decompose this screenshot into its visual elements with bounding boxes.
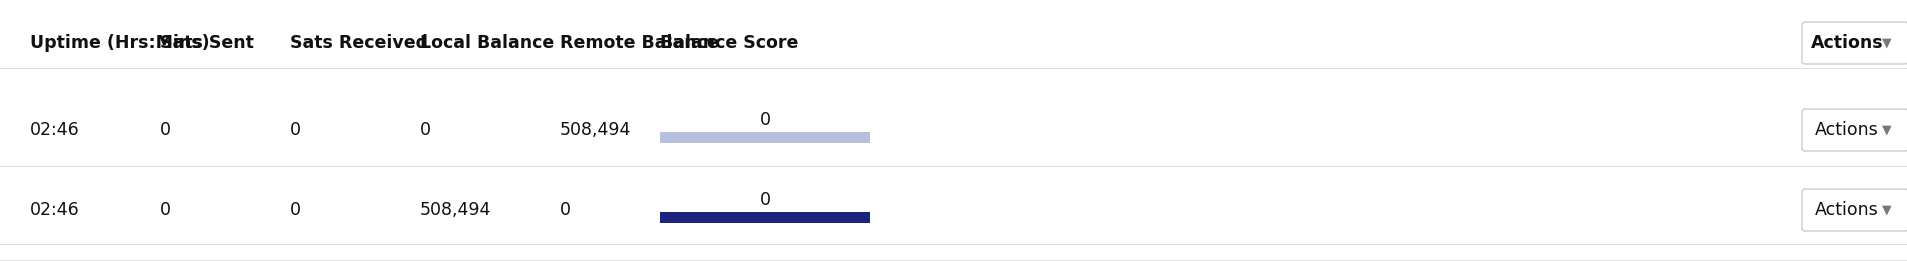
FancyBboxPatch shape <box>1800 22 1907 64</box>
Text: 0: 0 <box>420 121 431 139</box>
Text: 508,494: 508,494 <box>420 201 492 219</box>
Text: Actions: Actions <box>1810 34 1882 52</box>
Text: Balance Score: Balance Score <box>660 34 797 52</box>
Text: Local Balance: Local Balance <box>420 34 553 52</box>
Text: 0: 0 <box>160 121 172 139</box>
Text: 508,494: 508,494 <box>561 121 631 139</box>
Text: 0: 0 <box>759 191 770 209</box>
Text: ▼: ▼ <box>1880 37 1892 50</box>
FancyBboxPatch shape <box>1800 189 1907 231</box>
Text: 0: 0 <box>290 201 301 219</box>
Text: ▼: ▼ <box>1880 123 1892 137</box>
Text: 02:46: 02:46 <box>31 201 80 219</box>
Text: Uptime (Hrs:Mins): Uptime (Hrs:Mins) <box>31 34 210 52</box>
Bar <box>660 132 870 143</box>
Text: ▼: ▼ <box>1880 204 1892 217</box>
Text: Sats Sent: Sats Sent <box>160 34 254 52</box>
Text: 02:46: 02:46 <box>31 121 80 139</box>
Text: 0: 0 <box>561 201 570 219</box>
Text: Actions: Actions <box>1814 201 1878 219</box>
Text: 0: 0 <box>160 201 172 219</box>
FancyBboxPatch shape <box>1800 109 1907 151</box>
Text: Sats Received: Sats Received <box>290 34 427 52</box>
Text: 0: 0 <box>759 111 770 129</box>
Text: Actions: Actions <box>1814 121 1878 139</box>
Text: 0: 0 <box>290 121 301 139</box>
Bar <box>660 212 870 223</box>
Text: Remote Balance: Remote Balance <box>561 34 719 52</box>
